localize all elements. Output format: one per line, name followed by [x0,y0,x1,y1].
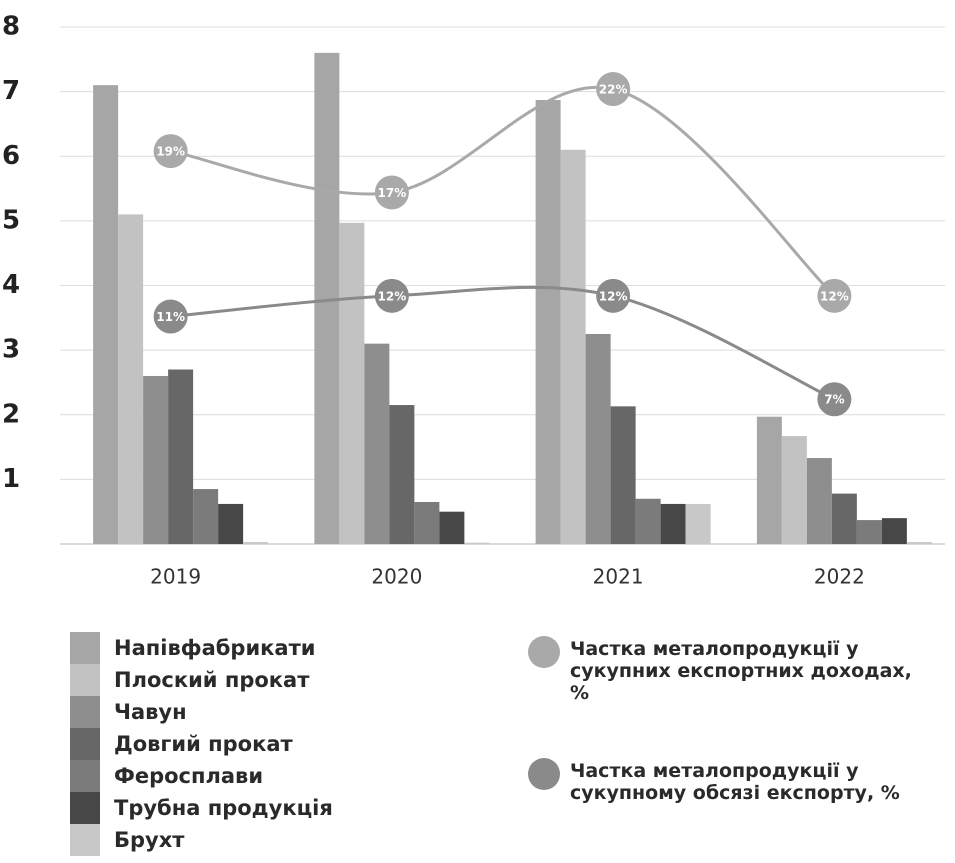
legend-swatch [70,664,100,696]
point [374,175,409,210]
bar [389,405,415,544]
y-tick-label: 8 [2,12,20,42]
bar [856,520,882,544]
y-tick-label: 3 [2,335,20,365]
legend-swatch [70,792,100,824]
data-label: 12% [599,289,628,303]
bar [243,542,269,544]
legend-label: Довгий прокат [114,732,293,756]
bar [118,214,144,544]
line [170,85,836,297]
bar [560,149,586,544]
bar [906,542,932,544]
legend-label: Трубна продукція [114,796,333,820]
legend-swatch [70,760,100,792]
x-tick-label: 2021 [593,565,644,589]
legend-label: Напівфабрикати [114,636,316,660]
legend-swatch [70,632,100,664]
data-label: 7% [824,393,844,407]
bar [685,503,711,544]
legend-label: Чавун [114,700,187,724]
legend-swatch [528,636,560,668]
legend-label: Частка металопродукції у сукупних експор… [570,638,912,704]
point [817,382,852,417]
y-tick-label: 5 [2,205,20,235]
point [596,72,631,107]
data-label: 19% [156,145,185,159]
bar [881,518,907,544]
y-tick-label: 1 [2,464,20,494]
x-tick-label: 2022 [814,565,865,589]
bar [218,503,244,544]
x-tick-label: 2019 [150,565,201,589]
bar [439,511,465,544]
bar [781,436,807,544]
legend-swatch [528,758,560,790]
point [153,299,188,334]
bar [535,100,561,545]
data-label: 22% [599,83,628,97]
y-tick-label: 6 [2,141,20,171]
bar [756,416,782,544]
point [817,278,852,313]
data-label: 11% [156,310,185,324]
bar [806,458,832,544]
point [374,278,409,313]
bar [831,493,857,544]
y-tick-label: 4 [2,270,20,300]
legend-swatch [70,728,100,760]
bar [364,343,390,544]
point [596,278,631,313]
point [153,134,188,169]
legend-swatch [70,696,100,728]
bar [464,542,490,544]
x-tick-label: 2020 [371,565,422,589]
legend-label: Феросплави [114,764,264,788]
bar [585,333,611,544]
y-tick-label: 2 [2,399,20,429]
bar [193,489,219,544]
bar [660,503,686,544]
data-label: 17% [378,186,407,200]
line [170,285,836,401]
bar [143,375,169,544]
bar [168,369,194,544]
bar [635,498,661,544]
legend-label: Брухт [114,828,185,852]
y-tick-label: 7 [2,76,20,106]
bar [610,406,636,544]
data-label: 12% [820,289,849,303]
bar [93,85,119,544]
bar [414,501,440,544]
bar [339,222,365,544]
legend-label: Частка металопродукції у сукупному обсяз… [570,760,900,804]
legend-swatch [70,824,100,856]
legend-label: Плоский прокат [114,668,310,692]
data-label: 12% [378,289,407,303]
